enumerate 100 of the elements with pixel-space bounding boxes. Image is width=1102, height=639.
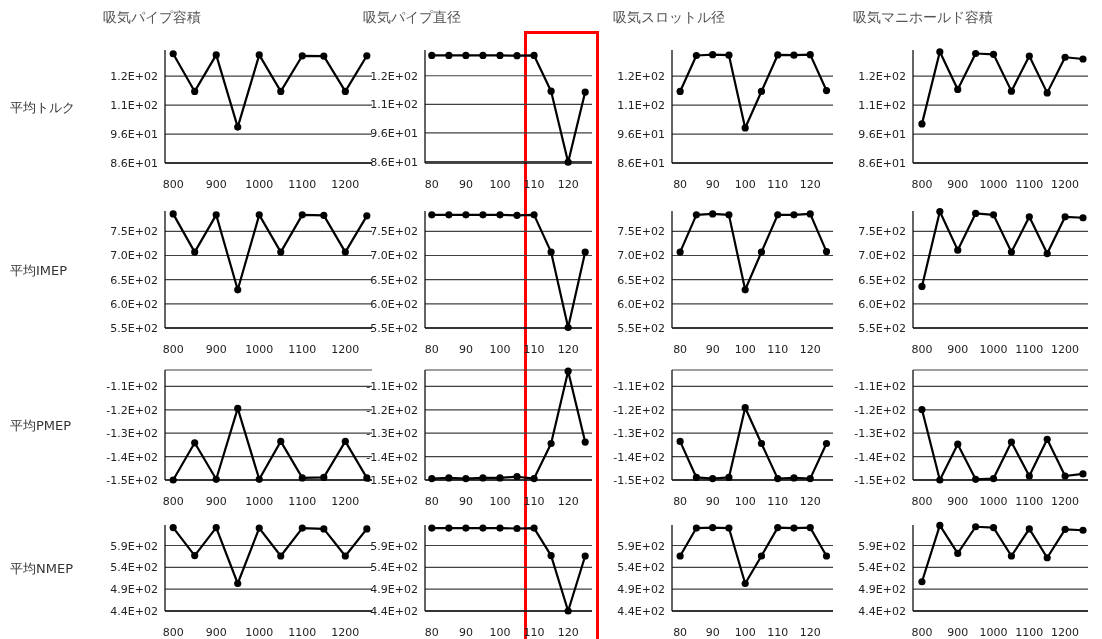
point: [320, 473, 328, 482]
point: [513, 473, 521, 481]
x-tick-label: 1100: [1015, 495, 1044, 508]
y-tick-label: -1.5E+02: [106, 474, 158, 487]
y-tick-label: 5.5E+02: [110, 322, 158, 335]
point: [191, 87, 199, 96]
point: [757, 439, 766, 448]
x-tick-label: 80: [673, 495, 688, 508]
point: [1079, 55, 1087, 63]
x-tick-label: 80: [673, 178, 688, 191]
point: [676, 248, 684, 256]
y-tick-label: 9.6E+01: [858, 128, 906, 142]
x-tick-label: 900: [205, 178, 227, 191]
y-axis-title: 平均IMEP: [10, 262, 68, 278]
point: [822, 248, 831, 256]
point: [1079, 214, 1087, 222]
point: [936, 476, 944, 484]
point: [806, 210, 814, 218]
point: [725, 211, 733, 219]
point: [692, 473, 700, 482]
y-tick-label: 7.5E+02: [858, 225, 906, 239]
x-tick-label: 900: [205, 495, 227, 508]
point: [741, 404, 749, 412]
point: [169, 476, 177, 484]
x-tick-label: 100: [489, 343, 511, 356]
x-tick-label: 120: [799, 626, 821, 639]
x-tick-label: 100: [734, 495, 756, 508]
point: [918, 120, 926, 128]
y-tick-label: 7.5E+02: [370, 225, 418, 239]
point: [564, 367, 572, 375]
x-tick-label: 1100: [288, 626, 317, 639]
point: [255, 524, 263, 532]
point: [918, 405, 926, 414]
chart-title: 吸気パイプ直径: [363, 9, 461, 25]
y-tick-label: 5.4E+02: [858, 561, 906, 575]
point: [547, 248, 555, 256]
y-tick-label: 9.6E+01: [370, 126, 418, 140]
point: [341, 87, 349, 96]
x-tick-label: 1000: [245, 626, 274, 639]
y-tick-label: 9.6E+01: [617, 128, 665, 142]
point: [212, 51, 220, 59]
y-tick-label: 5.4E+02: [370, 561, 418, 575]
point: [191, 439, 199, 447]
point: [1061, 525, 1069, 533]
point: [936, 521, 944, 530]
point: [1043, 554, 1051, 562]
x-tick-label: 1200: [331, 495, 360, 508]
point: [277, 87, 285, 96]
point: [513, 524, 521, 533]
x-tick-label: 120: [557, 343, 579, 356]
y-tick-label: -1.3E+02: [106, 427, 158, 441]
x-tick-label: 800: [911, 495, 933, 508]
point: [547, 551, 555, 560]
point: [774, 524, 782, 532]
point: [191, 551, 199, 560]
y-tick-label: -1.5E+02: [613, 474, 665, 487]
point: [954, 549, 962, 557]
x-tick-label: 1000: [979, 343, 1008, 356]
point: [212, 211, 220, 219]
x-tick-label: 90: [458, 178, 473, 191]
point: [989, 50, 998, 58]
y-tick-label: -1.4E+02: [613, 450, 665, 464]
x-tick-label: 80: [673, 626, 688, 639]
point: [936, 207, 944, 216]
y-tick-label: 4.9E+02: [617, 583, 665, 597]
y-tick-label: 5.4E+02: [110, 561, 158, 575]
point: [581, 438, 589, 446]
point: [989, 524, 998, 532]
point: [1007, 438, 1016, 446]
y-tick-label: 8.6E+01: [110, 157, 158, 170]
point: [234, 286, 242, 294]
point: [320, 525, 328, 533]
y-tick-label: -1.2E+02: [613, 403, 665, 417]
point: [692, 211, 700, 219]
x-tick-label: 1200: [1051, 178, 1080, 191]
y-tick-label: 1.1E+02: [110, 99, 158, 113]
x-tick-label: 900: [947, 178, 969, 191]
x-tick-label: 1000: [245, 343, 274, 356]
x-tick-label: 110: [767, 343, 789, 356]
point: [581, 248, 589, 256]
x-tick-label: 900: [947, 495, 969, 508]
x-tick-label: 120: [557, 626, 579, 639]
x-tick-label: 800: [911, 343, 933, 356]
point: [428, 211, 436, 219]
x-tick-label: 900: [205, 626, 227, 639]
point: [725, 51, 733, 59]
y-tick-label: 1.1E+02: [858, 99, 906, 113]
point: [445, 211, 453, 219]
point: [676, 87, 684, 96]
point: [806, 51, 814, 59]
point: [709, 210, 717, 218]
point: [790, 211, 798, 219]
chart-title: 吸気パイプ容積: [103, 9, 201, 25]
point: [479, 524, 487, 532]
point: [1079, 526, 1087, 534]
point: [320, 211, 328, 219]
y-tick-label: 1.2E+02: [858, 70, 906, 84]
y-axis-title: 平均NMEP: [10, 561, 74, 576]
point: [1079, 470, 1087, 478]
x-tick-label: 900: [205, 343, 227, 356]
